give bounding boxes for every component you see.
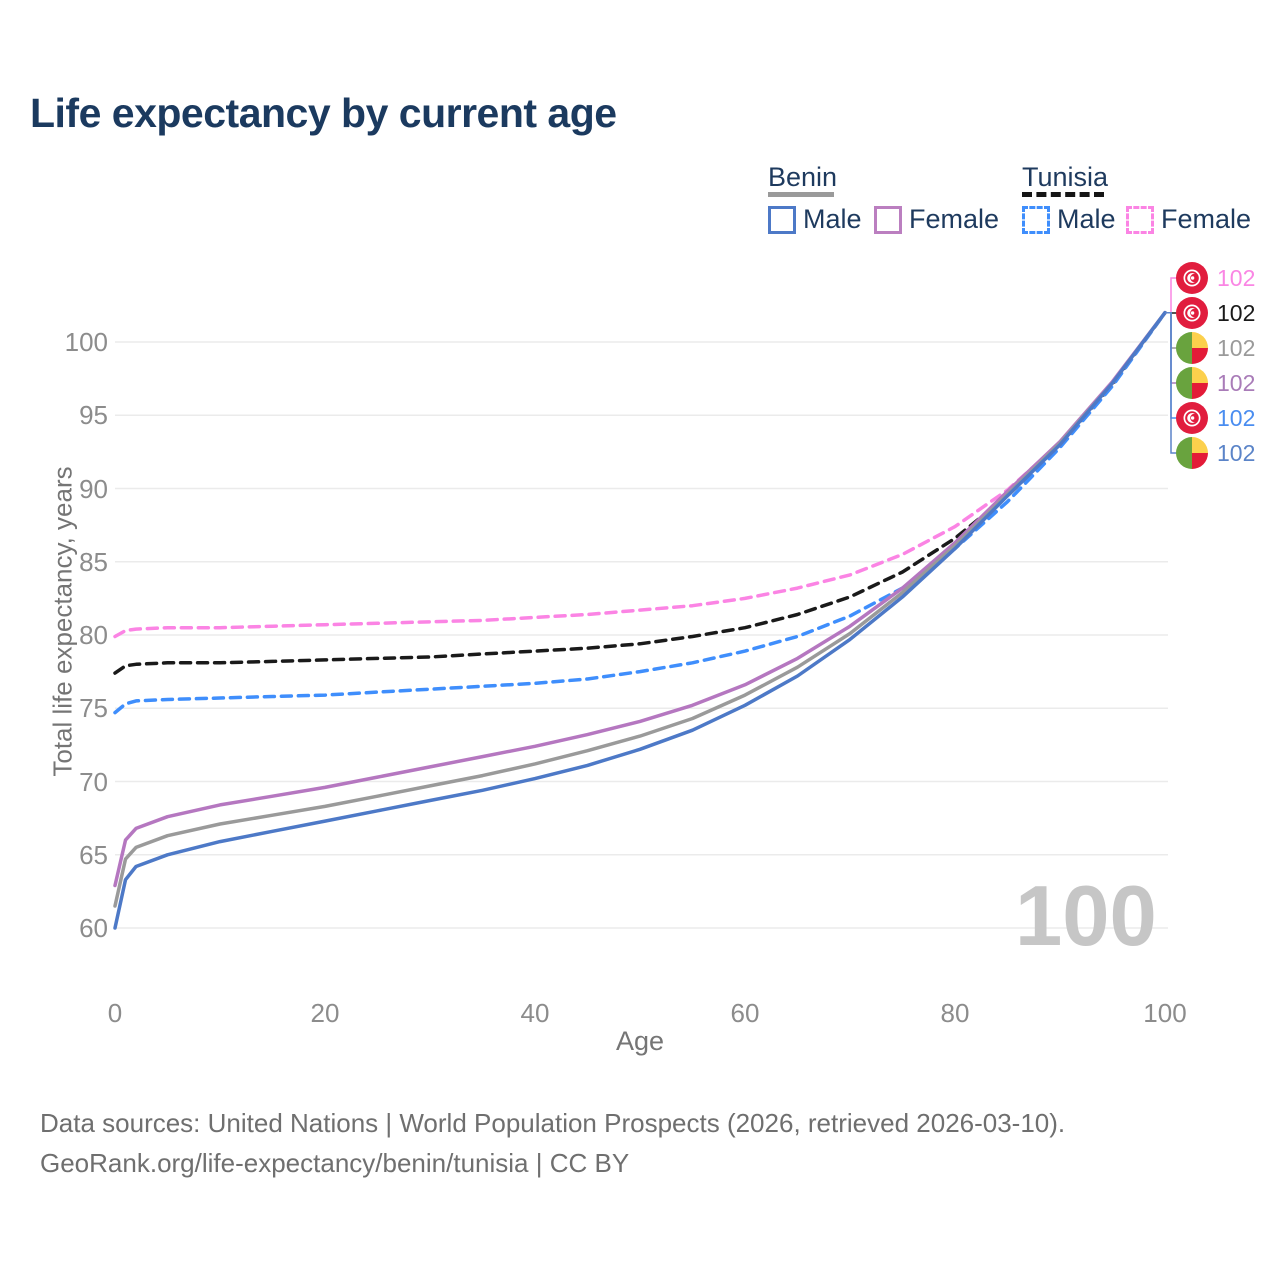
x-tick-label: 20 [310,998,340,1028]
tunisia-male-swatch-icon [1022,205,1050,234]
tunisia-flag-icon [1176,262,1208,294]
legend-benin-line-sample [768,192,834,197]
age-watermark: 100 [1015,869,1157,964]
end-label-row-benin_female: 102 [1176,367,1255,399]
series-line-tunisia_male [113,310,1167,715]
legend-country-benin: Benin [768,162,838,192]
legend-country-tunisia: Tunisia [1022,162,1109,192]
legend-label: Male [803,204,862,234]
legend-label: Female [1161,204,1252,234]
legend-tunisia-line-sample [1022,192,1104,197]
series-line-tunisia_female [113,310,1167,639]
x-tick-label: 60 [730,998,760,1028]
benin-flag-icon [1176,367,1208,399]
y-tick-label: 85 [79,546,108,577]
tunisia-female-swatch-icon [1126,205,1154,234]
benin-female-swatch-icon [874,205,902,234]
y-tick-label: 90 [79,473,108,504]
benin-flag-icon [1176,437,1208,469]
y-tick-label: 65 [79,839,108,870]
end-label-value: 102 [1217,300,1256,326]
y-tick-label: 75 [79,693,108,724]
legend-item-tunisia-female[interactable]: Female [1126,204,1251,235]
y-tick-label: 70 [79,766,108,797]
tunisia-flag-icon [1176,297,1208,329]
y-tick-label: 100 [64,327,108,357]
y-tick-label: 60 [79,913,108,943]
page-title: Life expectancy by current age [30,90,617,136]
end-label-row-benin_total: 102 [1176,332,1255,364]
legend-label: Male [1057,204,1116,234]
benin-flag-icon [1176,332,1208,364]
x-tick-label: 0 [107,998,123,1028]
series-line-benin_female [113,310,1167,888]
tunisia-flag-icon [1176,402,1208,434]
legend-item-benin-male[interactable]: Male [768,204,862,235]
end-label-row-benin_male: 102 [1176,437,1255,469]
legend-item-tunisia-male[interactable]: Male [1022,204,1116,235]
end-label-value: 102 [1217,265,1256,291]
end-label-value: 102 [1217,440,1256,466]
x-axis-title: Age [615,1026,665,1056]
end-label-value: 102 [1217,335,1256,361]
benin-male-swatch-icon [768,205,796,234]
end-label-row-tunisia_male: 102 [1176,402,1255,434]
end-label-row-tunisia_total: 102 [1176,297,1255,329]
x-tick-label: 100 [1143,998,1187,1028]
footer-data-sources: Data sources: United Nations | World Pop… [40,1108,1066,1138]
end-label-value: 102 [1217,405,1256,431]
x-tick-label: 40 [520,998,550,1028]
y-tick-label: 95 [79,400,108,431]
x-tick-label: 80 [940,998,970,1028]
footer-attribution: GeoRank.org/life-expectancy/benin/tunisi… [40,1148,630,1178]
legend-item-benin-female[interactable]: Female [874,204,999,235]
end-label-value: 102 [1217,370,1256,396]
legend-label: Female [909,204,1000,234]
series-line-benin_male [113,310,1167,930]
end-label-connector [1165,311,1180,454]
y-tick-label: 80 [79,620,108,650]
end-label-row-tunisia_female: 102 [1176,262,1255,294]
